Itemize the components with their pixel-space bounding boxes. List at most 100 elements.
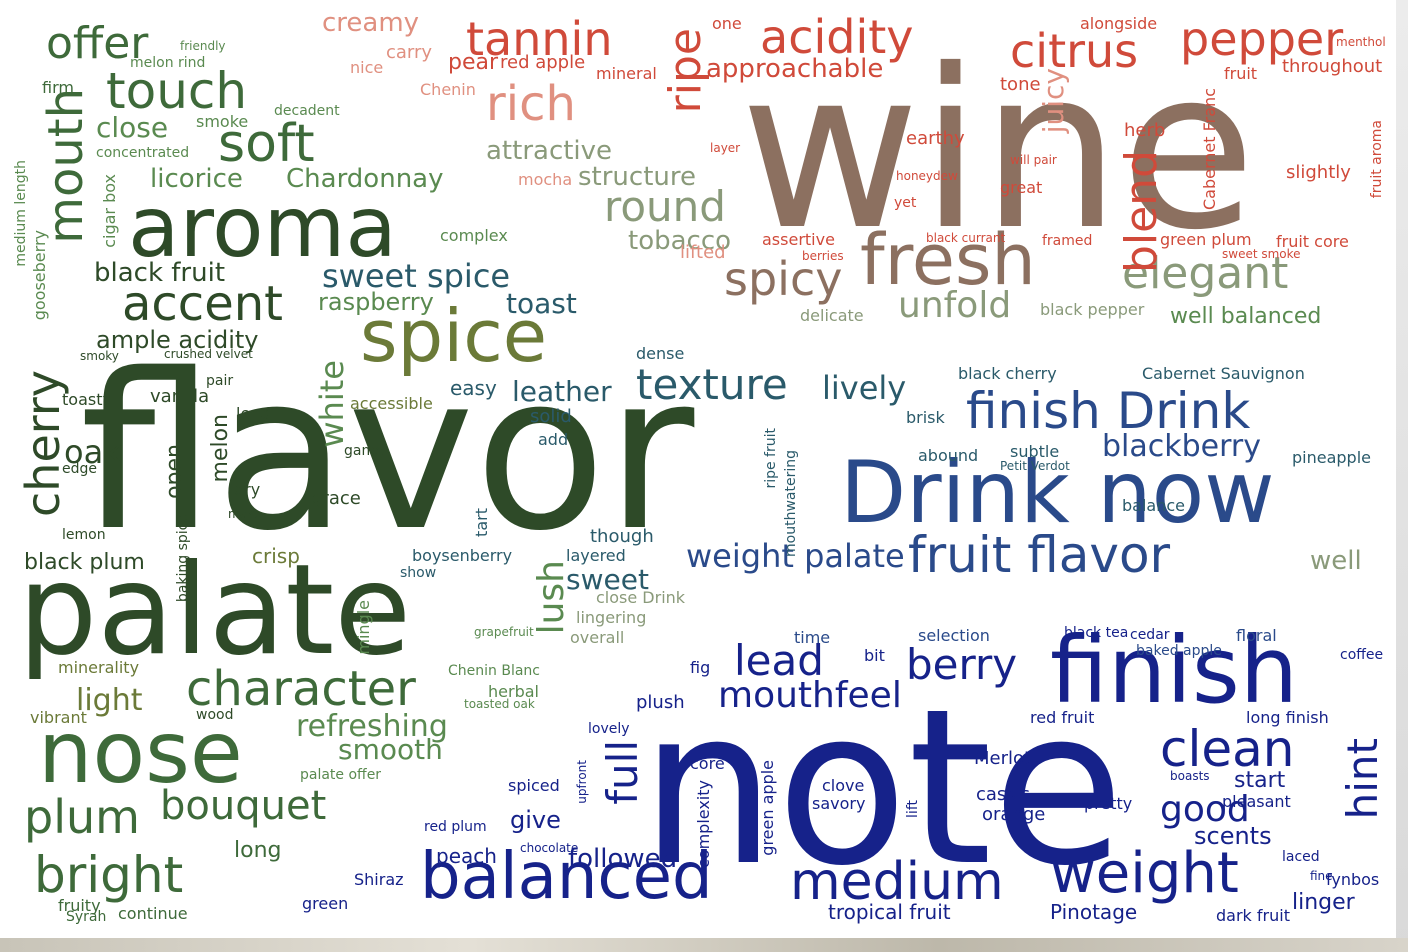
word: ripe	[660, 28, 711, 114]
word: black fruit	[94, 258, 226, 288]
word: fruit	[1224, 64, 1258, 83]
word: berry	[906, 640, 1018, 689]
word: vanilla	[150, 386, 210, 407]
word: medium	[790, 852, 1004, 912]
word: pear	[448, 50, 499, 75]
word: cigar box	[100, 174, 119, 248]
word: lifted	[680, 242, 726, 263]
word: black currant	[926, 231, 1006, 245]
word: long	[234, 838, 282, 863]
word: flavor	[80, 327, 695, 578]
word: toast	[506, 287, 577, 320]
word: minerality	[58, 658, 140, 677]
word: tobacco	[628, 226, 732, 256]
word: pleasant	[1222, 792, 1291, 811]
word: complex	[440, 226, 508, 245]
word: round	[604, 182, 726, 231]
word: spiced	[508, 776, 560, 795]
word: structure	[578, 162, 696, 192]
word: one	[712, 14, 742, 33]
word: tart	[472, 508, 491, 537]
word: Chenin Blanc	[448, 663, 540, 679]
word: mouth	[38, 88, 94, 244]
word: baking spice	[175, 514, 191, 603]
word: layered	[566, 546, 626, 565]
word: ripe fruit	[763, 428, 779, 489]
word: make	[228, 507, 261, 521]
word: edge	[62, 461, 97, 477]
word: plum	[24, 790, 140, 844]
word: linger	[1292, 890, 1355, 915]
word: hint	[1338, 738, 1387, 820]
word: delicate	[800, 306, 864, 325]
word: menthol	[1336, 35, 1386, 49]
word: texture	[636, 360, 788, 409]
word: easy	[450, 376, 497, 400]
word: alongside	[1080, 14, 1158, 33]
word: licorice	[150, 164, 243, 194]
word: palate offer	[300, 767, 382, 783]
word: fruit core	[1276, 232, 1349, 251]
word: lingering	[576, 608, 647, 627]
word: accent	[122, 276, 283, 332]
word: attractive	[486, 136, 613, 166]
word: time	[794, 628, 831, 647]
word: aroma	[128, 178, 397, 276]
word: blend	[1116, 150, 1167, 274]
word: lovely	[588, 721, 630, 737]
word: dense	[636, 344, 685, 363]
word: well balanced	[1170, 304, 1322, 329]
word: melon	[208, 414, 233, 483]
word: dark fruit	[1216, 906, 1290, 925]
word: fine	[1310, 869, 1333, 883]
word: concentrated	[96, 145, 190, 161]
word: toasted oak	[464, 697, 535, 711]
word: approachable	[706, 54, 884, 84]
word: green plum	[1160, 230, 1252, 249]
word: accessible	[350, 394, 433, 413]
word: upfront	[575, 760, 589, 804]
word: lush	[531, 560, 572, 635]
word: elegant	[1122, 248, 1289, 299]
word: Shiraz	[354, 870, 404, 889]
word: decadent	[274, 103, 340, 119]
word: start	[1234, 768, 1286, 793]
word: lift	[905, 800, 921, 818]
word: carry	[386, 42, 433, 63]
word: green	[302, 894, 349, 913]
word: great	[1000, 178, 1043, 197]
word: mineral	[596, 64, 657, 83]
word: assertive	[762, 230, 835, 249]
word: solid	[530, 406, 572, 427]
word: smoky	[80, 349, 119, 363]
word: bouquet	[160, 783, 327, 829]
word: baked apple	[1136, 643, 1222, 659]
word: spice	[360, 294, 548, 378]
word: raspberry	[318, 288, 434, 316]
word: toasty	[62, 390, 112, 409]
word: clean	[1160, 720, 1295, 778]
word: selection	[918, 626, 990, 645]
word: good	[1160, 789, 1250, 830]
word: lead	[734, 636, 824, 685]
word: smoke	[196, 112, 249, 131]
word: chocolate	[520, 841, 579, 855]
word: weight palate	[686, 537, 905, 575]
word: Drink now	[840, 443, 1275, 543]
word: medium length	[13, 160, 29, 267]
word: Petit Verdot	[1000, 459, 1070, 473]
word: mingle	[354, 600, 373, 655]
word: berries	[802, 249, 844, 263]
word: oak	[64, 433, 122, 471]
word: cassis	[976, 784, 1031, 805]
word: Syrah	[66, 909, 107, 925]
word: clove	[822, 776, 865, 795]
word: crushed velvet	[164, 347, 253, 361]
word: wood	[196, 707, 234, 723]
word: fruit aroma	[1369, 120, 1385, 199]
word: wine	[740, 22, 1256, 278]
word: ample acidity	[96, 326, 259, 354]
word: black pepper	[1040, 300, 1145, 319]
word: red plum	[424, 819, 487, 835]
word: acidity	[760, 10, 914, 64]
